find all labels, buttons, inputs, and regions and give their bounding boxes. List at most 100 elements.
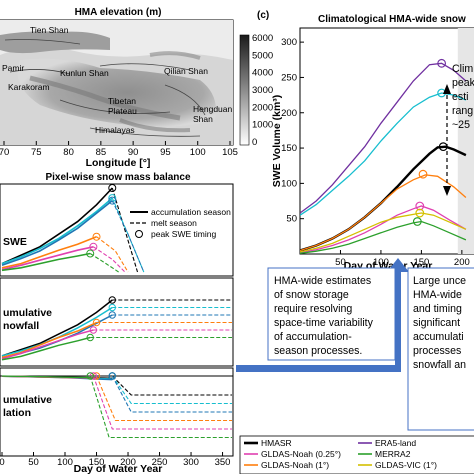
ablation-melt-4 [92,375,232,430]
colorbar-tick-label: 2000 [252,102,273,113]
snowfall-label-1: umulative [3,307,52,319]
legend-label-4: GLDAS-Noah (1°) [261,460,329,470]
swe-accum-5 [1,252,91,272]
ablation-melt-5 [89,375,232,439]
callout-right-6: processes [413,345,461,357]
map-title: HMA elevation (m) [75,7,162,18]
ablation-peak-2 [108,372,116,380]
balance-legend: accumulation season melt season peak SWE… [130,207,231,239]
snowfall-accum-0 [1,299,113,357]
balance-xtick-label: 250 [152,457,168,468]
balance-xtick-label: 100 [57,457,73,468]
callout-right-7: snowfall an [413,359,466,371]
snowfall-accum-3 [1,321,97,359]
balance-xtick-label: 300 [183,457,199,468]
panel-c-xtick-label: 100 [373,257,389,268]
map-xtick-label: 70 [0,147,9,158]
elevation-map: HMA elevation (m) Tien Shan Pamir Kunlun… [0,7,273,169]
panel-c-ytick-label: 150 [281,143,297,154]
map-xtick-label: 95 [160,147,171,158]
callout-left-2: of snow storage [274,289,349,301]
panel-c: (c) Climatological HMA-wide snow 300 250 2… [257,10,474,272]
colorbar-tick-label: 3000 [252,85,273,96]
callout-right-2: HMA-wide [413,289,462,301]
swe-accum-0 [1,187,113,265]
map-x-ticks: 70 75 80 85 90 95 100 105 [0,141,238,158]
balance-xtick-label: 150 [89,457,105,468]
swe-melt-5 [89,253,119,273]
panel-c-tag: (c) [257,10,269,21]
swe-peak-5 [86,249,95,258]
swe-melt-0 [111,187,139,273]
map-xlabel: Longitude [°] [86,157,151,169]
snowfall-panel-lines [1,296,232,361]
swe-peak-0 [108,184,117,192]
panel-c-series-0 [300,62,467,214]
panel-c-xtick-label: 150 [413,257,429,268]
callout-left-5: of accumulation- [274,331,352,343]
panel-c-series-3 [300,174,467,252]
callout-left-3: require resolving [274,303,352,315]
panel-c-ylabel: SWE Volume (km³) [271,95,283,188]
map-xtick-label: 105 [222,147,238,158]
panel-c-x-ticks: 50 100 150 200 [335,250,470,268]
map-xtick-label: 75 [31,147,42,158]
place-shan: Shan [193,114,213,124]
panel-c-ytick-label: 50 [286,214,297,225]
panel-c-y-ticks: 300 250 200 150 100 50 [281,37,304,225]
ablation-melt-3 [95,375,232,422]
ablation-label-2: lation [3,407,31,419]
callout-right-5: accumulati [413,331,464,343]
swe-accum-4 [1,246,94,271]
annotation-line-1: Clim [452,63,473,75]
swe-accum-1 [1,197,113,265]
legend-label-5: GLDAS-VIC (1°) [375,460,437,470]
balance-xtick-label: 200 [120,457,136,468]
map-xtick-label: 100 [190,147,206,158]
colorbar-tick-label: 5000 [252,50,273,61]
place-tien-shan: Tien Shan [30,25,69,35]
callout-right [407,267,474,431]
swe-panel-label: SWE [3,236,27,248]
panel-c-series-5 [300,212,467,253]
place-karakoram: Karakoram [8,82,50,92]
legend-label-2: GLDAS-Noah (0.25°) [261,449,341,459]
snowfall-peak-1 [108,303,116,312]
legend-label-3: MERRA2 [375,449,411,459]
callout-right-4: significant [413,317,460,329]
colorbar-tick-label: 6000 [252,33,273,44]
swe-accum-2 [1,199,113,267]
place-plateau: Plateau [108,106,137,116]
panel-c-xtick-label: 50 [335,257,346,268]
ablation-melt-0 [111,375,232,396]
balance-xtick-label: 350 [215,457,231,468]
swe-peak-4 [89,242,98,251]
ablation-accum-5 [1,375,91,379]
colorbar-tick-label: 1000 [252,120,273,131]
ablation-melt-1 [111,375,232,405]
swe-melt-2 [111,200,145,273]
balance-x-ticks: 0 50 100 150 200 250 300 350 [0,452,230,468]
callout-right-1: Large unce [413,275,466,287]
place-himalayas: Himalayas [95,125,135,135]
snowfall-accum-4 [1,329,94,360]
map-xtick-label: 85 [96,147,107,158]
balance-title: Pixel-wise snow mass balance [45,172,191,183]
snowfall-peak-5 [86,333,94,342]
callout-right-3: and timing [413,303,462,315]
legend-melt: melt season [151,218,197,228]
panel-c-ytick-label: 200 [281,108,297,119]
snowfall-accum-5 [1,336,91,361]
peak-marker-3 [418,169,428,179]
place-qilian-shan: Qilian Shan [164,66,208,76]
callout-left-6: season processes. [274,345,362,357]
place-pamir: Pamir [2,63,24,73]
balance-xlabel: Day of Water Year [74,463,163,474]
ablation-peak-4 [89,372,98,380]
map-xtick-label: 80 [63,147,74,158]
callout-left-1: HMA-wide estimates [274,275,371,287]
balance-xtick-label: 0 [0,457,5,468]
swe-melt-4 [93,246,126,273]
